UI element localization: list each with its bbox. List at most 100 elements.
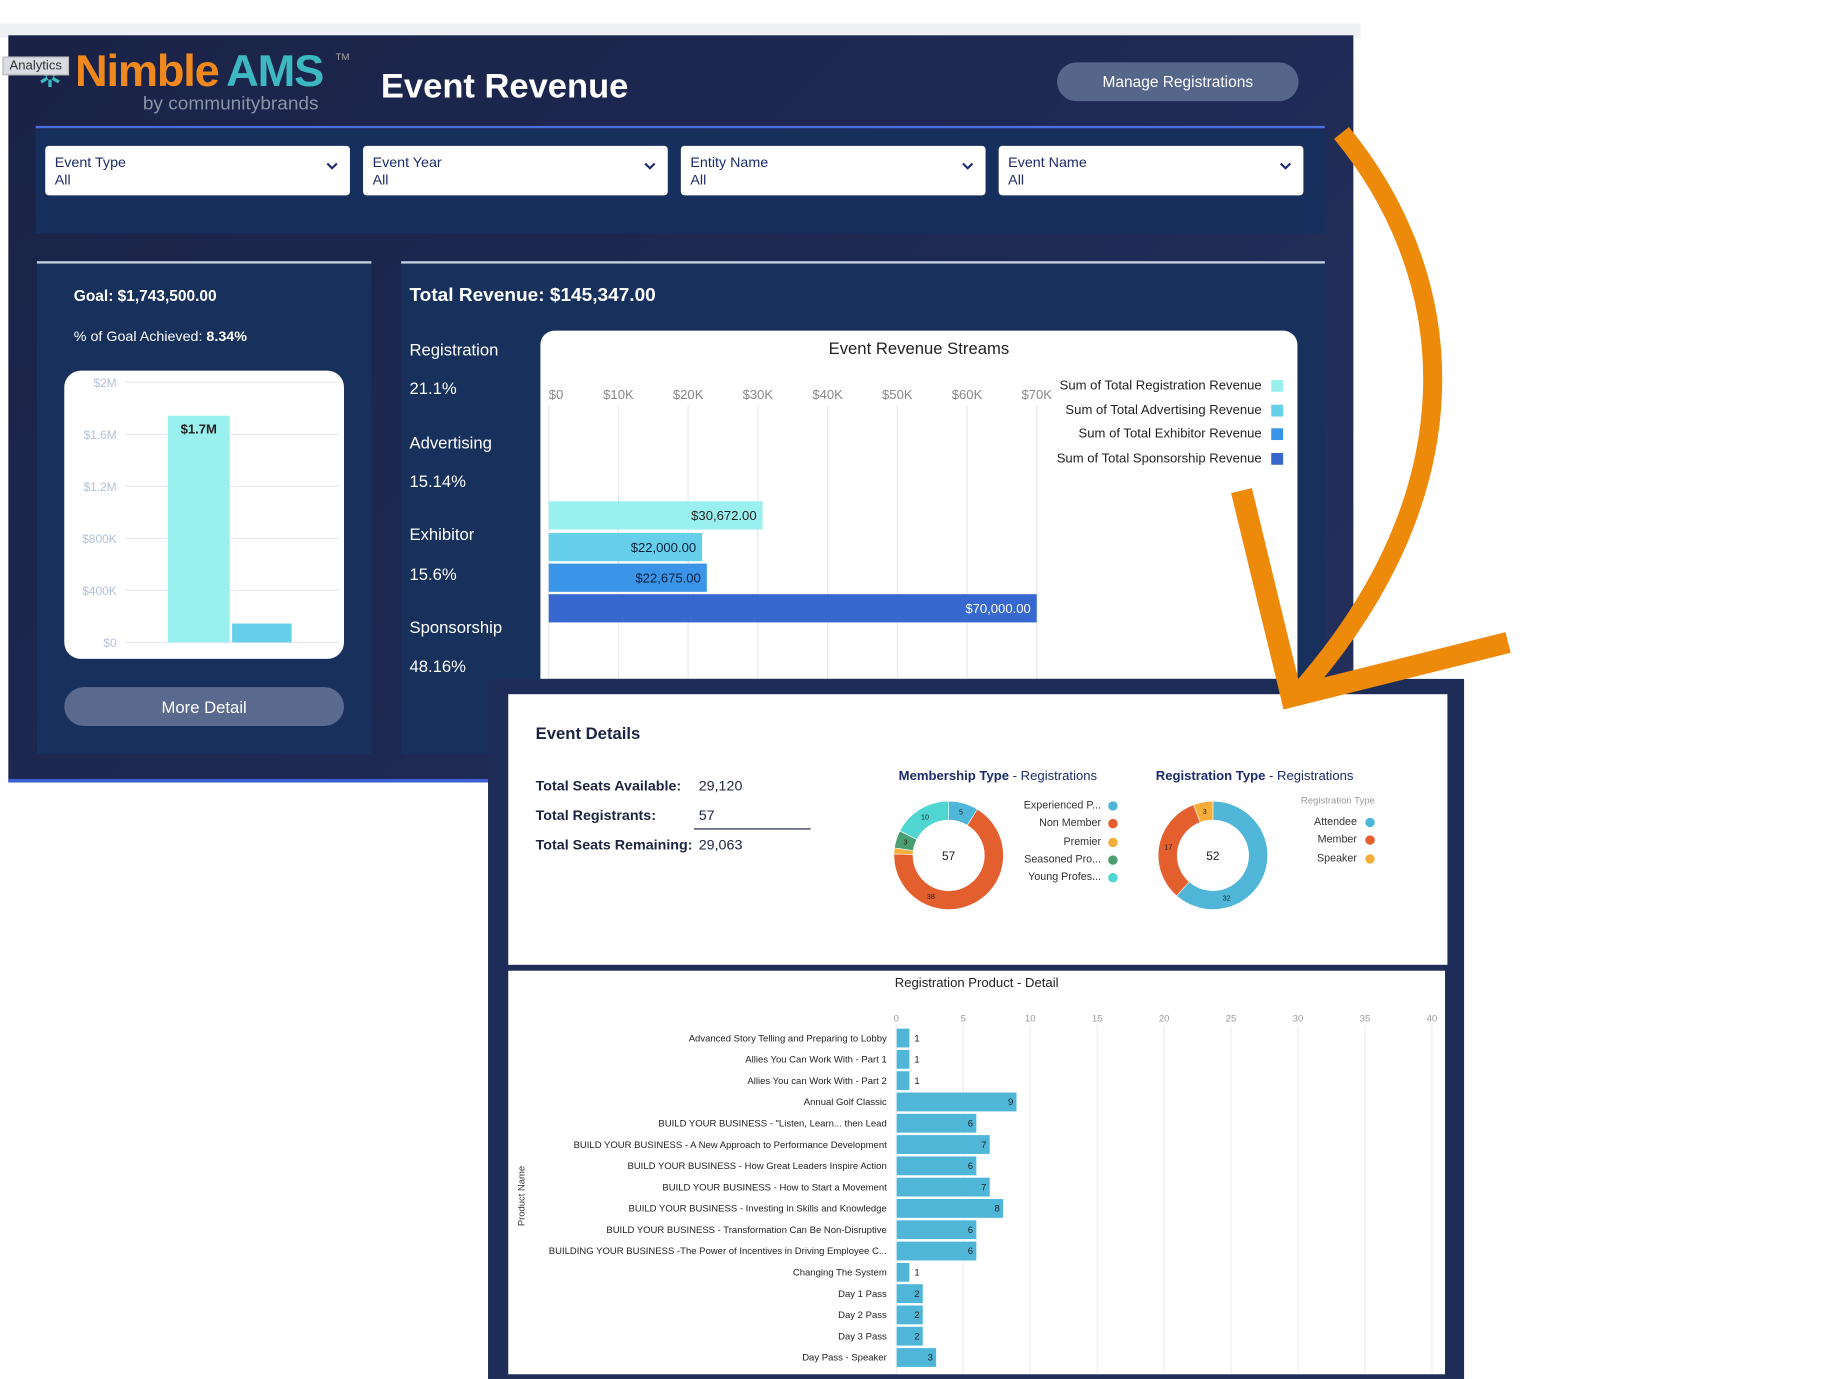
legend-swatch: [1271, 452, 1284, 465]
bar: [895, 1326, 924, 1347]
data-label: 1: [914, 1268, 919, 1279]
y-tick-label: $2M: [94, 376, 117, 390]
more-detail-button[interactable]: More Detail: [64, 687, 344, 726]
data-label: $30,672.00: [691, 508, 756, 523]
bar: [548, 501, 763, 530]
revenue-streams-chart: Event Revenue Streams $0 $10K $20K $30K $40K…: [540, 330, 1298, 679]
stream-pct-registration: 21.1%: [409, 378, 457, 398]
legend-label[interactable]: Young Profes...: [1028, 870, 1102, 883]
legend-label[interactable]: Seasoned Pro...: [1024, 852, 1102, 865]
filter-event-type[interactable]: Event Type All: [45, 145, 350, 196]
title-rest: - Registrations: [1009, 769, 1098, 784]
legend-title: Registration Type: [1300, 795, 1375, 806]
data-label: $22,000.00: [631, 540, 696, 555]
dashboard-bottom-line: [8, 778, 491, 783]
data-label: 3: [928, 1353, 933, 1364]
stream-pct-sponsorship: 48.16%: [409, 656, 466, 676]
legend-swatch: [1271, 380, 1284, 392]
bar: [895, 1198, 1004, 1219]
data-label: $70,000.00: [965, 601, 1030, 616]
title-bold: Registration Type: [1155, 769, 1266, 784]
filter-event-name[interactable]: Event Name All: [998, 145, 1304, 196]
legend-item[interactable]: Sum of Total Advertising Revenue: [1065, 403, 1284, 418]
total-registrants-label: Total Registrants:: [535, 807, 657, 824]
x-tick-label: 10: [1025, 1013, 1036, 1024]
legend-label[interactable]: Member: [1317, 833, 1357, 846]
membership-donut: 5 38 3 10 57: [893, 800, 1004, 910]
data-label: 6: [968, 1246, 973, 1257]
category-label: Advanced Story Telling and Preparing to …: [689, 1033, 887, 1044]
category-label: Allies You can Work With - Part 2: [747, 1076, 886, 1087]
data-label: 6: [968, 1161, 973, 1172]
legend-dot: [1365, 835, 1375, 846]
manage-registrations-button[interactable]: Manage Registrations: [1056, 62, 1299, 102]
legend-swatch: [1271, 404, 1284, 417]
stream-label-advertising: Advertising: [409, 432, 492, 452]
bar: [895, 1049, 910, 1070]
category-label: Day 1 Pass: [838, 1289, 887, 1300]
x-tick-label: $60K: [952, 387, 983, 402]
seats-remaining-value: 29,063: [698, 836, 743, 854]
seats-available-label: Total Seats Available:: [535, 777, 682, 795]
goal-achieved-label: % of Goal Achieved:: [73, 328, 207, 345]
category-label: Day 3 Pass: [838, 1331, 887, 1342]
y-tick-label: $0: [103, 636, 117, 650]
x-tick-label: 5: [961, 1013, 966, 1024]
bar: [895, 1028, 910, 1049]
legend-label[interactable]: Speaker: [1317, 851, 1357, 864]
filter-label: Event Name: [1008, 154, 1087, 171]
analytics-tab[interactable]: Analytics: [2, 56, 70, 76]
filter-label: Event Type: [54, 154, 126, 171]
legend-item[interactable]: Sum of Total Registration Revenue: [1060, 379, 1284, 393]
x-tick-label: $50K: [882, 387, 913, 402]
data-label: 8: [995, 1204, 1000, 1215]
x-tick-label: 15: [1092, 1013, 1103, 1024]
slice-label: 17: [1164, 844, 1172, 852]
bar: [895, 1304, 924, 1325]
bar: [895, 1219, 977, 1240]
filter-label: Entity Name: [690, 154, 769, 171]
legend-label: Sum of Total Advertising Revenue: [1065, 403, 1262, 418]
legend-item[interactable]: Sum of Total Sponsorship Revenue: [1056, 451, 1284, 466]
filter-value: All: [1008, 171, 1025, 189]
bar: [548, 563, 707, 592]
bar: [232, 623, 292, 643]
legend-dot: [1108, 873, 1118, 883]
bar: [895, 1134, 991, 1155]
legend-label[interactable]: Non Member: [1039, 816, 1102, 829]
category-label: Changing The System: [793, 1268, 887, 1279]
data-label: 1: [914, 1076, 919, 1087]
filter-event-year[interactable]: Event Year All: [363, 145, 668, 196]
donut-slice: [1193, 800, 1214, 823]
legend-label: Sum of Total Sponsorship Revenue: [1056, 451, 1262, 466]
y-tick-label: $800K: [82, 532, 117, 546]
legend-label[interactable]: Experienced P...: [1023, 798, 1102, 811]
membership-chart-title: Membership Type - Registrations: [899, 769, 1097, 783]
bar: [895, 1347, 937, 1368]
legend-label[interactable]: Premier: [1063, 834, 1102, 847]
legend-label[interactable]: Attendee: [1314, 815, 1357, 828]
total-registrants-value: 57: [698, 807, 715, 824]
category-label: BUILD YOUR BUSINESS - "Listen, Learn... …: [658, 1119, 886, 1130]
bar: [895, 1091, 1018, 1112]
chevron-down-icon: [962, 162, 974, 170]
legend-item[interactable]: Sum of Total Exhibitor Revenue: [1079, 427, 1284, 441]
data-label: 7: [981, 1140, 986, 1151]
event-details-title: Event Details: [535, 723, 641, 743]
data-label: 2: [914, 1289, 919, 1300]
logo-tm: TM: [335, 51, 350, 63]
x-tick-label: 25: [1226, 1013, 1237, 1024]
registration-type-chart-title: Registration Type - Registrations: [1156, 769, 1354, 783]
logo-byline: by communitybrands: [142, 94, 319, 115]
filter-entity-name[interactable]: Entity Name All: [680, 145, 986, 196]
title-rest: - Registrations: [1265, 769, 1354, 784]
bar: [895, 1177, 991, 1198]
legend-label: Sum of Total Exhibitor Revenue: [1078, 427, 1262, 442]
x-tick-label: 30: [1293, 1013, 1304, 1024]
logo-text-nimble: Nimble: [74, 47, 220, 97]
revenue-streams-plot: $0 $10K $20K $30K $40K $50K $60K $70K $30,672.00…: [548, 387, 1052, 679]
stream-label-exhibitor: Exhibitor: [409, 524, 475, 544]
legend-dot: [1365, 817, 1375, 828]
x-tick-label: 20: [1159, 1013, 1170, 1024]
